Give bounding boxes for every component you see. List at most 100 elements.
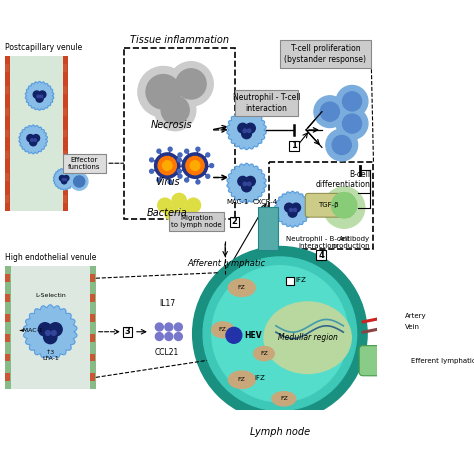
Circle shape (203, 257, 356, 411)
Circle shape (174, 333, 182, 341)
Circle shape (238, 177, 247, 186)
Circle shape (332, 136, 351, 154)
Text: FZ: FZ (238, 285, 246, 290)
Circle shape (226, 327, 242, 343)
Circle shape (155, 153, 180, 179)
Text: 1: 1 (291, 141, 297, 150)
Bar (91, 294, 95, 302)
Bar (5, 56, 68, 211)
Circle shape (336, 108, 368, 139)
Circle shape (146, 74, 181, 109)
Text: Migration
to lymph node: Migration to lymph node (171, 215, 222, 228)
Bar (5, 56, 10, 211)
Bar (90, 266, 96, 389)
Circle shape (331, 193, 357, 218)
Bar (235, 90, 298, 116)
Bar (64, 64, 67, 72)
Text: ↑3
LFA-1: ↑3 LFA-1 (42, 350, 59, 361)
Ellipse shape (264, 302, 351, 374)
Text: B-cell
differentiation: B-cell differentiation (315, 170, 370, 189)
Circle shape (177, 158, 182, 162)
Text: ◄MAC-1: ◄MAC-1 (19, 328, 44, 333)
Circle shape (212, 266, 348, 402)
Bar (11, 266, 90, 389)
Bar (258, 207, 278, 251)
Text: FZ: FZ (219, 327, 227, 332)
Bar (124, 48, 235, 219)
Circle shape (52, 331, 56, 335)
Circle shape (242, 129, 251, 138)
Bar (5, 266, 96, 389)
Circle shape (247, 182, 251, 186)
Bar (6, 314, 10, 322)
Bar (316, 251, 326, 260)
Bar (6, 294, 10, 302)
Ellipse shape (254, 347, 274, 361)
Circle shape (290, 209, 292, 211)
Text: High endothelial venule: High endothelial venule (5, 253, 96, 262)
Circle shape (242, 182, 251, 192)
Text: Neutrophil - B-cell
interaction: Neutrophil - B-cell interaction (286, 236, 349, 249)
Circle shape (186, 198, 201, 212)
Circle shape (155, 333, 163, 341)
Circle shape (206, 153, 210, 157)
Circle shape (163, 161, 172, 171)
Circle shape (247, 129, 251, 132)
Circle shape (172, 194, 186, 208)
Bar (64, 195, 67, 203)
Bar (6, 64, 9, 72)
Bar (6, 195, 9, 203)
Circle shape (185, 149, 189, 153)
Bar (91, 354, 95, 362)
Circle shape (182, 163, 186, 168)
Circle shape (62, 179, 67, 184)
Circle shape (174, 323, 182, 331)
Circle shape (168, 147, 172, 151)
Circle shape (34, 139, 36, 141)
Polygon shape (19, 125, 47, 154)
Circle shape (314, 96, 346, 128)
Text: Tissue inflammation: Tissue inflammation (130, 35, 228, 45)
Circle shape (179, 206, 193, 220)
Bar (6, 274, 10, 282)
Circle shape (238, 123, 247, 133)
Circle shape (46, 331, 50, 335)
FancyBboxPatch shape (359, 346, 403, 376)
Polygon shape (275, 191, 310, 227)
Circle shape (37, 95, 39, 97)
Bar (6, 354, 10, 362)
Text: Postcapillary venule: Postcapillary venule (5, 43, 82, 52)
Circle shape (288, 208, 297, 217)
Circle shape (27, 135, 34, 142)
Circle shape (165, 206, 179, 220)
Circle shape (169, 62, 213, 106)
Polygon shape (227, 110, 266, 150)
Bar (269, 162, 374, 249)
Circle shape (158, 156, 176, 175)
Text: Vein: Vein (405, 325, 420, 330)
Circle shape (176, 69, 206, 99)
Circle shape (177, 169, 182, 173)
Circle shape (138, 66, 189, 117)
Circle shape (196, 147, 200, 151)
Bar (5, 266, 11, 389)
Text: Necrosis: Necrosis (150, 120, 192, 130)
Circle shape (40, 95, 43, 97)
Circle shape (293, 209, 297, 211)
Text: Effector
functions: Effector functions (68, 157, 100, 170)
Circle shape (49, 323, 62, 336)
Circle shape (246, 123, 255, 133)
Bar (64, 173, 67, 181)
Bar (230, 217, 239, 227)
Circle shape (284, 203, 293, 212)
Text: Bacteria: Bacteria (147, 208, 188, 219)
Text: IL17: IL17 (159, 299, 175, 308)
Bar (63, 56, 68, 211)
Circle shape (59, 176, 65, 181)
Circle shape (343, 92, 362, 111)
Bar (169, 212, 224, 231)
Circle shape (155, 89, 196, 130)
Bar (63, 154, 106, 173)
Text: Neutrophil - T-cell
interaction: Neutrophil - T-cell interaction (233, 93, 300, 113)
Ellipse shape (228, 371, 255, 389)
